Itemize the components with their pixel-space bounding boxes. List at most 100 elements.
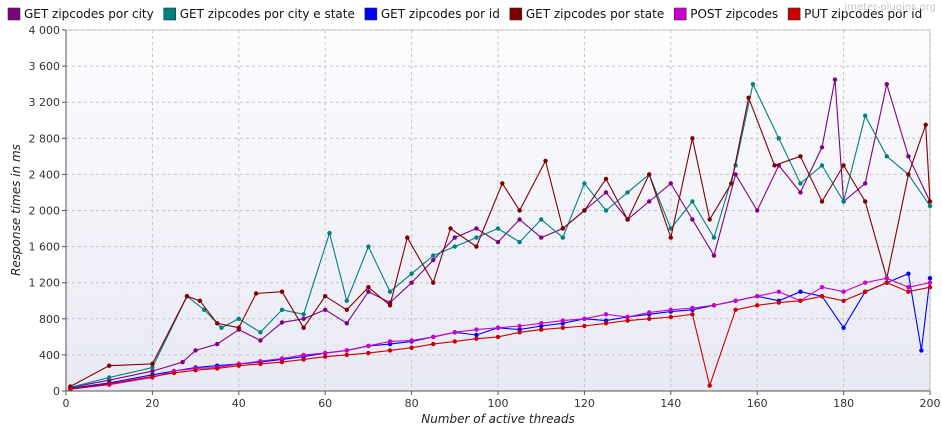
data-point bbox=[344, 321, 349, 326]
data-point bbox=[603, 190, 609, 195]
data-point bbox=[647, 199, 652, 204]
data-point bbox=[474, 226, 479, 231]
data-point bbox=[923, 122, 928, 128]
data-point bbox=[150, 361, 155, 367]
legend-item-4: GET zipcodes por state bbox=[509, 7, 664, 21]
legend-label: GET zipcodes por state bbox=[526, 7, 664, 21]
data-point bbox=[927, 285, 933, 290]
data-point bbox=[409, 280, 414, 285]
legend-swatch bbox=[673, 7, 687, 21]
data-point bbox=[647, 310, 652, 315]
data-point bbox=[819, 199, 825, 204]
data-point bbox=[603, 176, 609, 182]
series-2 bbox=[68, 82, 933, 390]
data-point bbox=[668, 181, 673, 186]
data-point bbox=[323, 294, 328, 299]
data-point bbox=[150, 365, 155, 370]
x-tick-label: 20 bbox=[145, 397, 159, 410]
data-point bbox=[301, 352, 306, 358]
data-point bbox=[733, 172, 738, 177]
legend-item-5: POST zipcodes bbox=[673, 7, 778, 21]
data-point bbox=[539, 235, 544, 240]
data-point bbox=[582, 208, 587, 213]
data-point bbox=[323, 307, 328, 312]
data-point bbox=[279, 356, 285, 361]
data-point bbox=[819, 285, 825, 290]
data-point bbox=[919, 348, 924, 353]
x-tick-label: 100 bbox=[488, 397, 509, 410]
data-point bbox=[647, 316, 652, 321]
data-point bbox=[344, 298, 349, 303]
data-point bbox=[387, 348, 393, 353]
data-point bbox=[253, 291, 259, 296]
data-point bbox=[906, 289, 911, 294]
data-point bbox=[798, 298, 803, 303]
data-point bbox=[301, 357, 306, 362]
data-point bbox=[841, 163, 846, 168]
data-point bbox=[668, 235, 673, 240]
data-point bbox=[107, 381, 112, 386]
x-tick-label: 60 bbox=[318, 397, 332, 410]
data-point bbox=[690, 136, 695, 141]
data-point bbox=[107, 375, 112, 380]
data-point bbox=[819, 294, 825, 299]
data-point bbox=[431, 257, 436, 263]
data-point bbox=[863, 289, 868, 294]
data-point bbox=[452, 244, 457, 249]
data-point bbox=[819, 163, 825, 168]
data-point bbox=[884, 154, 889, 159]
data-point bbox=[405, 235, 410, 240]
data-point bbox=[884, 276, 889, 281]
data-point bbox=[841, 325, 846, 330]
data-point bbox=[772, 163, 777, 168]
data-point bbox=[906, 154, 911, 159]
data-point bbox=[690, 312, 695, 317]
data-point bbox=[746, 95, 751, 100]
data-point bbox=[474, 244, 479, 249]
data-point bbox=[539, 327, 544, 332]
data-point bbox=[841, 199, 846, 204]
data-point bbox=[625, 314, 630, 320]
x-tick-label: 0 bbox=[63, 397, 70, 410]
data-point bbox=[539, 217, 544, 222]
data-point bbox=[729, 181, 734, 186]
data-point bbox=[193, 368, 198, 373]
data-point bbox=[180, 359, 185, 365]
x-tick-label: 160 bbox=[747, 397, 768, 410]
data-point bbox=[668, 226, 673, 231]
data-point bbox=[582, 323, 587, 329]
x-tick-label: 40 bbox=[232, 397, 246, 410]
y-tick-label: 2 400 bbox=[29, 168, 61, 181]
data-point bbox=[690, 199, 695, 204]
data-point bbox=[495, 226, 501, 231]
data-point bbox=[539, 321, 544, 326]
data-point bbox=[884, 82, 889, 87]
y-tick-label: 3 600 bbox=[29, 60, 61, 73]
data-point bbox=[841, 298, 846, 303]
data-point bbox=[387, 303, 393, 308]
data-point bbox=[344, 307, 349, 312]
data-point bbox=[863, 181, 868, 186]
data-point bbox=[219, 325, 224, 330]
data-point bbox=[495, 334, 501, 340]
data-point bbox=[832, 77, 838, 82]
y-tick-label: 0 bbox=[53, 385, 60, 398]
data-point bbox=[707, 217, 712, 222]
x-tick-label: 80 bbox=[405, 397, 419, 410]
data-point bbox=[409, 271, 414, 276]
data-point bbox=[452, 330, 457, 335]
x-tick-label: 200 bbox=[920, 397, 941, 410]
data-point bbox=[431, 280, 436, 285]
y-tick-label: 1 600 bbox=[29, 241, 61, 254]
data-point bbox=[755, 303, 760, 308]
data-point bbox=[776, 300, 781, 305]
data-point bbox=[798, 154, 803, 159]
watermark-text: jmeter-plugins.org bbox=[843, 2, 936, 13]
data-point bbox=[258, 361, 263, 367]
data-point bbox=[668, 314, 673, 320]
data-point bbox=[236, 325, 241, 330]
data-point bbox=[560, 226, 565, 231]
data-point bbox=[150, 368, 155, 374]
data-point bbox=[279, 320, 285, 325]
data-point bbox=[906, 285, 911, 290]
